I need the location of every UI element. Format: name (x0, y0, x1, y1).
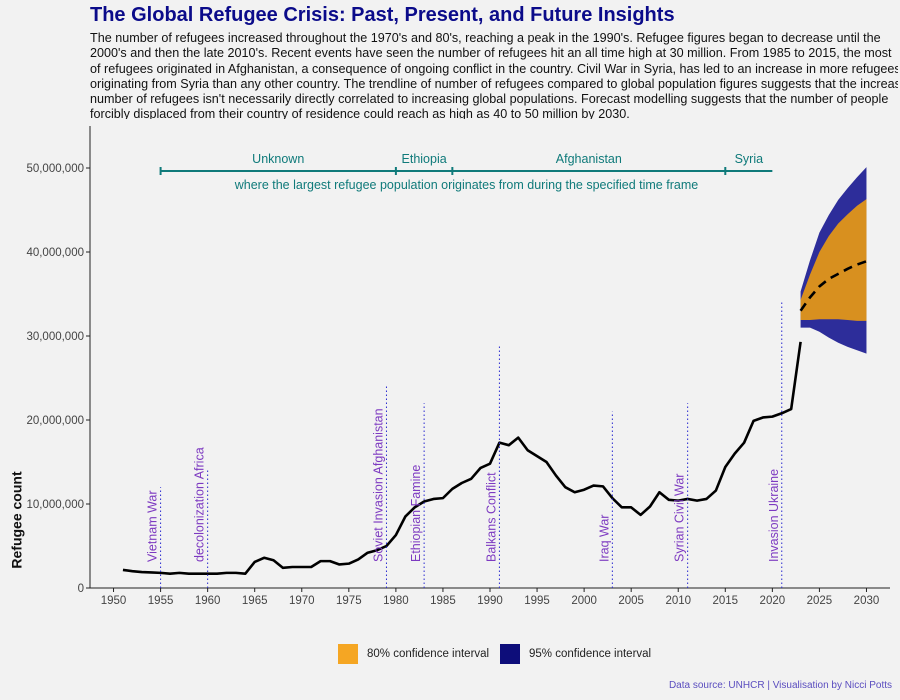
y-tick-label: 40,000,000 (26, 247, 84, 259)
y-tick-label: 10,000,000 (26, 499, 84, 511)
x-tick-label: 1990 (477, 595, 503, 607)
subtitle-line: The number of refugees increased through… (90, 31, 881, 45)
x-tick-label: 2015 (712, 595, 738, 607)
x-tick-label: 1960 (195, 595, 221, 607)
origin-segment-label: Ethiopia (402, 152, 447, 166)
subtitle-line: forcibly displaced from their country of… (90, 107, 630, 119)
x-tick-label: 1995 (524, 595, 550, 607)
legend-item-95: 95% confidence interval (500, 644, 651, 664)
x-tick-label: 1975 (336, 595, 362, 607)
x-tick-label: 2020 (760, 595, 786, 607)
chart-plot: 0 10,000,000 20,000,000 30,000,000 40,000,00… (26, 126, 890, 607)
x-tick-label: 2000 (571, 595, 597, 607)
legend-swatch-95 (500, 644, 520, 664)
legend-swatch-80 (338, 644, 358, 664)
data-source-caption: Data source: UNHCR | Visualisation by Ni… (668, 680, 892, 691)
legend-label-95: 95% confidence interval (529, 648, 652, 660)
origin-timeline-note: where the largest refugee population ori… (234, 178, 699, 192)
legend-label-80: 80% confidence interval (367, 648, 490, 660)
legend-item-80: 80% confidence interval (338, 644, 489, 664)
x-tick-label: 2010 (665, 595, 691, 607)
origin-segment-label: Unknown (252, 152, 304, 166)
chart-title: The Global Refugee Crisis: Past, Present… (90, 4, 675, 26)
event-label: Ethiopian Famine (409, 465, 423, 562)
event-label: Vietnam War (146, 490, 160, 562)
y-tick-label: 20,000,000 (26, 415, 84, 427)
y-tick-label: 0 (78, 583, 84, 595)
forecast-line (799, 260, 867, 312)
subtitle-line: of refugees originated in Afghanistan, a… (90, 61, 898, 76)
x-tick-label: 1980 (383, 595, 409, 607)
chart-subtitle: The number of refugees increased through… (90, 31, 898, 119)
event-label: Iraq War (597, 515, 611, 562)
x-tick-label: 2025 (807, 595, 833, 607)
y-tick-label: 30,000,000 (26, 331, 84, 343)
refugee-count-line (122, 341, 802, 576)
x-tick-label: 1955 (148, 595, 174, 607)
subtitle-line: 2000's and then the late 2010's. Recent … (90, 46, 892, 61)
event-label: Syrian Civil War (673, 474, 687, 562)
subtitle-line: originating from Syria than any other co… (90, 76, 898, 91)
x-tick-label: 2005 (618, 595, 644, 607)
origin-segment-label: Afghanistan (556, 152, 622, 166)
x-tick-label: 1970 (289, 595, 315, 607)
event-label: Balkans Conflict (484, 472, 498, 562)
x-tick-label: 1965 (242, 595, 268, 607)
confidence-band (800, 199, 867, 321)
x-tick-label: 1950 (101, 595, 127, 607)
origin-segment-label: Syria (735, 152, 764, 166)
y-tick-label: 50,000,000 (26, 163, 84, 175)
event-label: Soviet Invasion Afghanistan (371, 408, 385, 562)
x-tick-label: 1985 (430, 595, 456, 607)
x-tick-label: 2030 (854, 595, 880, 607)
event-label: Invasion Ukraine (767, 469, 781, 562)
event-label: decolonization Africa (193, 447, 207, 562)
subtitle-line: number of refugees isn't necessarily dir… (90, 92, 889, 107)
